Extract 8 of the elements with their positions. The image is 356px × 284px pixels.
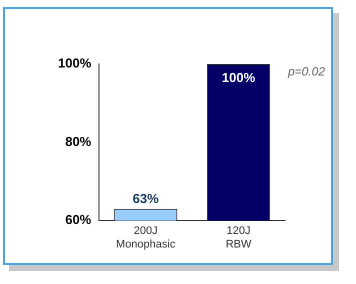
text: p=0.02	[286, 64, 326, 78]
y-tick-label: 100%	[58, 56, 92, 71]
data-label: 63%	[132, 190, 160, 206]
x-tick-label: 120J RBW	[226, 225, 252, 250]
y-tick-label: 60%	[65, 212, 92, 228]
y-tick-label: 80%	[65, 134, 92, 149]
x-tick-label: 200J Monophasic	[116, 225, 176, 250]
data-label: 100%	[222, 70, 256, 86]
